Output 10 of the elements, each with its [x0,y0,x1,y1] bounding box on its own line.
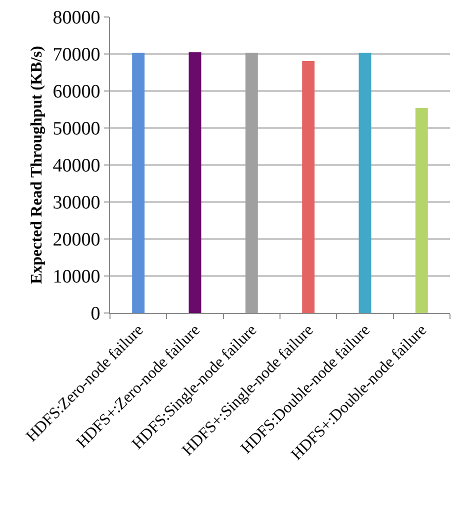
y-tick-label: 70000 [52,44,100,66]
y-tick-label: 80000 [52,8,100,29]
y-tick-label: 40000 [52,156,100,177]
y-tick-label: 50000 [52,118,100,140]
y-tick-label: 0 [90,304,100,325]
y-tick-label: 60000 [52,82,100,103]
y-tick-label: 20000 [52,230,100,251]
y-tick-label: 30000 [52,192,100,214]
y-axis-title: Expected Read Throughput (KB/s) [28,46,46,284]
y-tick-label: 10000 [52,266,100,288]
